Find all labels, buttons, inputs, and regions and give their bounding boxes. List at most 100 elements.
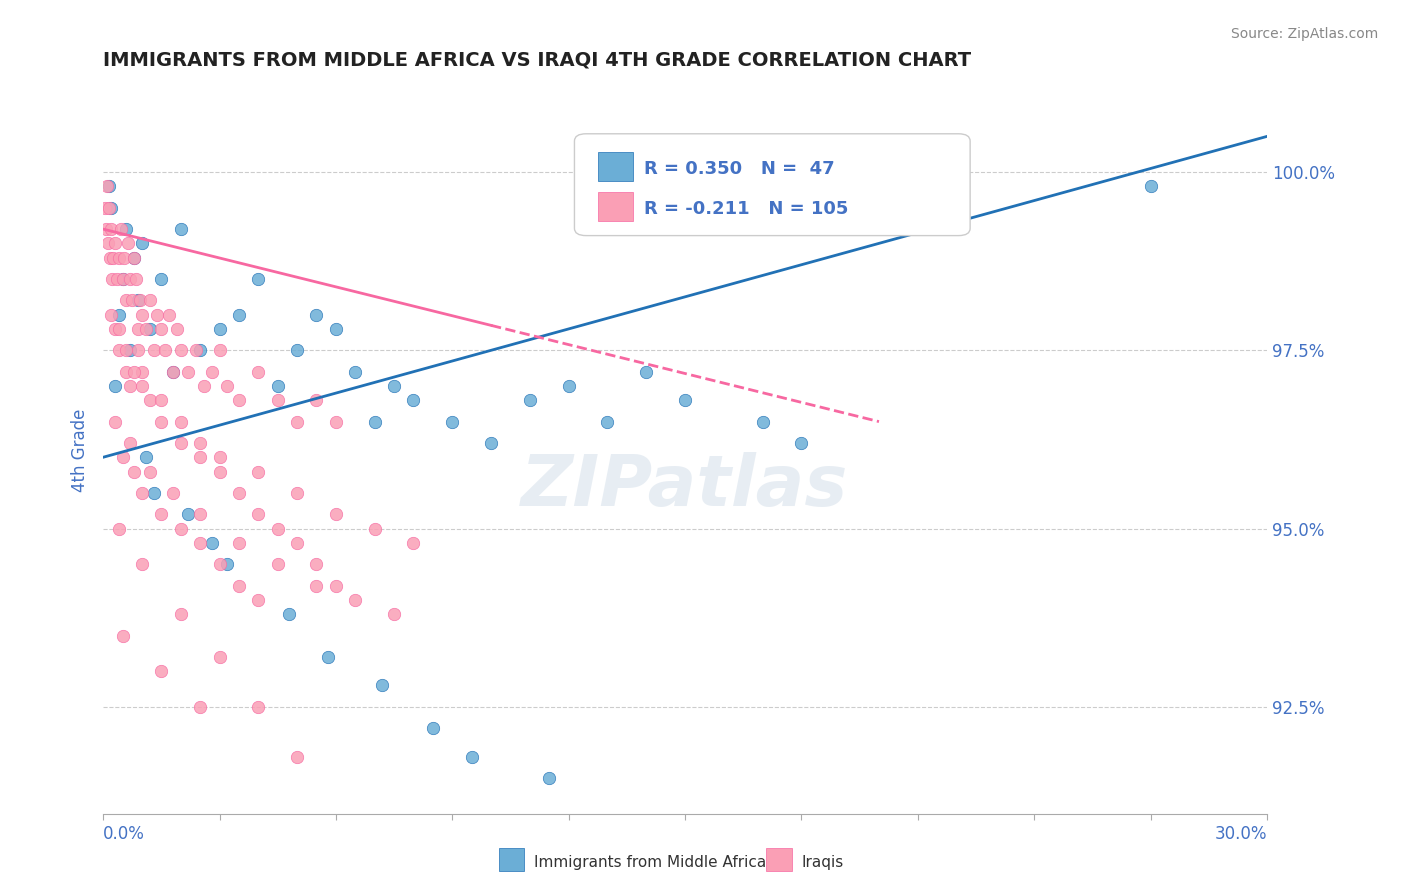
Point [382,607,405,621]
Point [150,415,173,429]
Point [101,251,124,265]
Point [790,436,813,450]
Point [278,607,301,621]
FancyBboxPatch shape [575,134,970,235]
Bar [766,848,792,871]
Point [285,749,308,764]
Point [129,293,152,308]
Point [150,508,173,522]
Point [131,486,153,500]
Point [135,450,157,465]
Point [673,393,696,408]
Point [267,522,290,536]
Point [131,365,153,379]
Text: IMMIGRANTS FROM MIDDLE AFRICA VS IRAQI 4TH GRADE CORRELATION CHART: IMMIGRANTS FROM MIDDLE AFRICA VS IRAQI 4… [103,51,972,70]
Point [94,201,117,215]
Point [104,415,127,429]
Point [96,179,118,194]
Point [325,508,347,522]
Point [135,322,157,336]
Point [371,678,394,692]
Point [285,343,308,358]
Point [115,222,138,236]
Text: R = -0.211   N = 105: R = -0.211 N = 105 [644,200,849,218]
Point [162,365,184,379]
Point [170,436,193,450]
Point [188,436,211,450]
Point [127,293,149,308]
Point [153,343,176,358]
Point [460,749,482,764]
Point [138,322,160,336]
Point [208,649,231,664]
Point [228,486,250,500]
Point [208,343,231,358]
Point [177,365,200,379]
Point [97,201,120,215]
Point [201,365,224,379]
Point [382,379,405,393]
Point [127,322,149,336]
Point [138,393,160,408]
Point [751,415,773,429]
Text: 30.0%: 30.0% [1215,825,1267,843]
Point [150,664,173,678]
Point [131,379,153,393]
Point [402,536,425,550]
Point [157,308,180,322]
Point [267,379,290,393]
Point [115,365,138,379]
Point [100,272,122,286]
Point [519,393,541,408]
Point [120,379,142,393]
Point [247,365,270,379]
Point [138,465,160,479]
Point [228,393,250,408]
Point [217,379,239,393]
Point [228,579,250,593]
Point [97,236,120,251]
Point [228,536,250,550]
Point [122,365,145,379]
Point [131,236,153,251]
Point [125,272,148,286]
Point [177,508,200,522]
Bar [598,152,633,181]
Point [228,308,250,322]
Point [285,486,308,500]
Point [363,522,385,536]
Point [1139,179,1161,194]
Point [208,558,231,572]
Point [100,201,122,215]
Point [305,579,328,593]
Point [217,558,239,572]
Text: R = 0.350   N =  47: R = 0.350 N = 47 [644,160,835,178]
Point [170,222,193,236]
Point [596,415,619,429]
Point [150,272,173,286]
Point [305,558,328,572]
Point [188,508,211,522]
Point [150,393,173,408]
Point [122,251,145,265]
Point [122,251,145,265]
Point [120,343,142,358]
Point [193,379,215,393]
Point [170,522,193,536]
Point [107,522,129,536]
Point [188,699,211,714]
Point [131,558,153,572]
Point [104,379,127,393]
Point [188,450,211,465]
Point [96,222,118,236]
Point [208,450,231,465]
Point [100,222,122,236]
Point [636,365,658,379]
Point [325,415,347,429]
Text: ZIPatlas: ZIPatlas [522,452,849,521]
Point [208,322,231,336]
Point [115,293,138,308]
Point [107,308,129,322]
Bar [598,192,633,221]
Point [107,343,129,358]
